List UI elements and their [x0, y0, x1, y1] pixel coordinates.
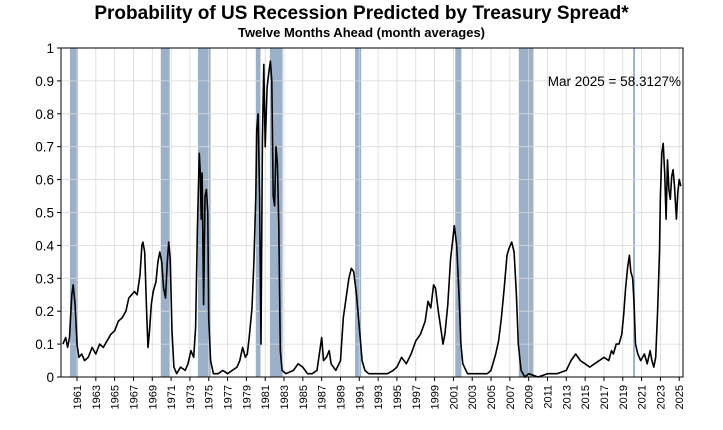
- x-tick-label: 2013: [561, 385, 573, 409]
- y-tick-label: 0.9: [35, 74, 54, 89]
- x-tick-label: 1993: [373, 385, 385, 409]
- x-tick-label: 2001: [448, 385, 460, 409]
- x-tick-label: 1969: [147, 385, 159, 409]
- x-tick-label: 1977: [223, 385, 235, 409]
- x-tick-label: 2023: [655, 385, 667, 409]
- x-tick-label: 1979: [241, 385, 253, 409]
- x-tick-label: 1965: [110, 385, 122, 409]
- x-tick-label: 2021: [637, 385, 649, 409]
- x-tick-label: 1995: [392, 385, 404, 409]
- y-axis: 0 0.1 0.2 0.3 0.4 0.5 0.6 0.7 0.8 0.9 1: [35, 41, 61, 385]
- x-tick-label: 2007: [505, 385, 517, 409]
- y-tick-label: 0.3: [35, 271, 54, 286]
- x-tick-label: 1975: [204, 385, 216, 409]
- x-tick-label: 1989: [335, 385, 347, 409]
- y-tick-label: 0.2: [35, 304, 54, 319]
- x-tick-label: 1985: [298, 385, 310, 409]
- y-tick-label: 0.1: [35, 337, 54, 352]
- x-tick-label: 2009: [524, 385, 536, 409]
- y-tick-label: 0.5: [35, 206, 54, 221]
- latest-value-annotation: Mar 2025 = 58.3127%: [548, 74, 681, 89]
- y-tick-label: 1: [46, 41, 54, 56]
- x-tick-label: 2019: [618, 385, 630, 409]
- x-tick-label: 1983: [279, 385, 291, 409]
- series-layer: [62, 60, 682, 378]
- x-tick-label: 1991: [354, 385, 366, 409]
- x-tick-label: 1981: [260, 385, 272, 409]
- x-tick-label: 1967: [128, 385, 140, 409]
- y-tick-label: 0.6: [35, 173, 54, 188]
- x-tick-label: 1987: [317, 385, 329, 409]
- x-tick-label: 1999: [430, 385, 442, 409]
- y-tick-label: 0.4: [35, 238, 54, 253]
- series-line-recession-probability: [62, 60, 682, 378]
- y-tick-label: 0.7: [35, 140, 54, 155]
- y-tick-label: 0: [46, 370, 54, 385]
- chart-subtitle: Twelve Months Ahead (month averages): [237, 25, 486, 40]
- x-tick-label: 2011: [542, 385, 554, 409]
- x-tick-label: 2017: [599, 385, 611, 409]
- x-tick-label: 1961: [72, 385, 84, 409]
- x-tick-label: 2005: [486, 385, 498, 409]
- x-axis: 1961 1963 1965 1967 1969 1971 1973 1975 1977 1979…: [72, 377, 686, 409]
- x-tick-label: 1963: [91, 385, 103, 409]
- x-tick-label: 1973: [185, 385, 197, 409]
- x-tick-label: 1971: [166, 385, 178, 409]
- x-tick-label: 1997: [411, 385, 423, 409]
- y-tick-label: 0.8: [35, 107, 54, 122]
- x-tick-label: 2015: [580, 385, 592, 409]
- chart-title: Probability of US Recession Predicted by…: [94, 3, 629, 24]
- gridlines: [60, 47, 684, 378]
- x-tick-label: 2025: [674, 385, 686, 409]
- x-tick-label: 2003: [467, 385, 479, 409]
